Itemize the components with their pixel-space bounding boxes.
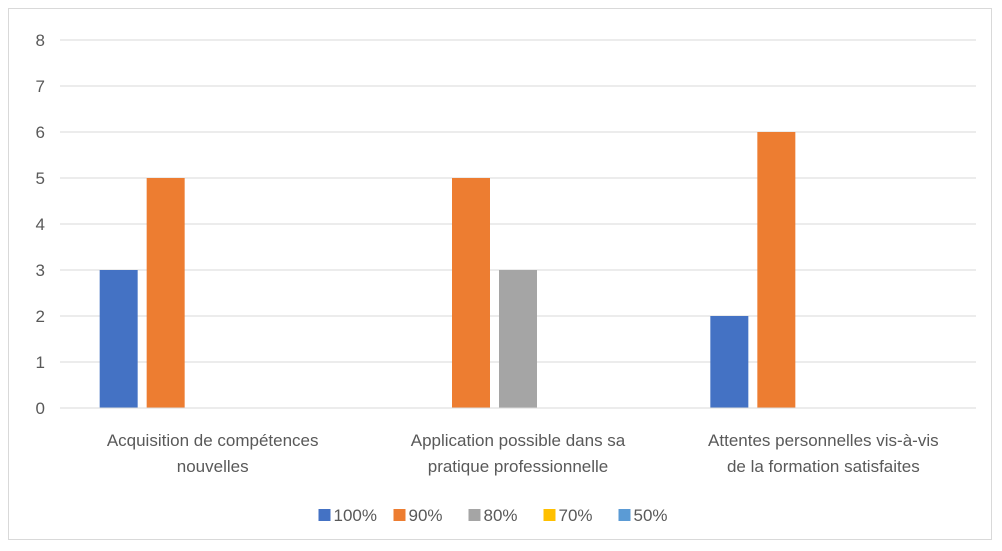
legend-label: 70%	[559, 506, 593, 525]
legend-label: 80%	[484, 506, 518, 525]
y-tick-label: 7	[36, 77, 45, 96]
legend-swatch	[543, 509, 556, 521]
category-label: pratique professionnelle	[428, 457, 609, 476]
legend-label: 50%	[634, 506, 668, 525]
category-labels: Acquisition de compétences nouvelles Appli…	[107, 431, 939, 476]
bar-100pct-cat2	[710, 316, 749, 408]
legend-swatch	[318, 509, 331, 521]
y-tick-label: 5	[36, 169, 45, 188]
category-label: Attentes personnelles vis-à-vis	[708, 431, 939, 450]
legend-label: 90%	[409, 506, 443, 525]
y-tick-label: 2	[36, 307, 45, 326]
category-label: de la formation satisfaites	[727, 457, 920, 476]
bar-100pct-cat0	[99, 270, 138, 408]
y-tick-label: 1	[36, 353, 45, 372]
bars	[99, 132, 796, 408]
y-tick-label: 3	[36, 261, 45, 280]
legend: 100% 90% 80% 70% 50%	[318, 506, 668, 525]
y-tick-label: 8	[36, 31, 45, 50]
bar-80pct-cat1	[499, 270, 537, 408]
bar-90pct-cat0	[146, 178, 185, 408]
y-tick-label: 6	[36, 123, 45, 142]
category-label: Application possible dans sa	[411, 431, 626, 450]
legend-swatch	[618, 509, 631, 521]
legend-swatch	[393, 509, 406, 521]
y-tick-label: 4	[36, 215, 45, 234]
category-label: Acquisition de compétences	[107, 431, 319, 450]
bar-90pct-cat1	[452, 178, 490, 408]
legend-label: 100%	[334, 506, 377, 525]
category-label: nouvelles	[177, 457, 249, 476]
bar-90pct-cat2	[757, 132, 796, 408]
gridlines	[60, 39, 976, 363]
legend-swatch	[468, 509, 481, 521]
y-axis-ticks: 0 1 2 3 4 5 6 7 8	[36, 31, 45, 418]
y-tick-label: 0	[36, 399, 45, 418]
